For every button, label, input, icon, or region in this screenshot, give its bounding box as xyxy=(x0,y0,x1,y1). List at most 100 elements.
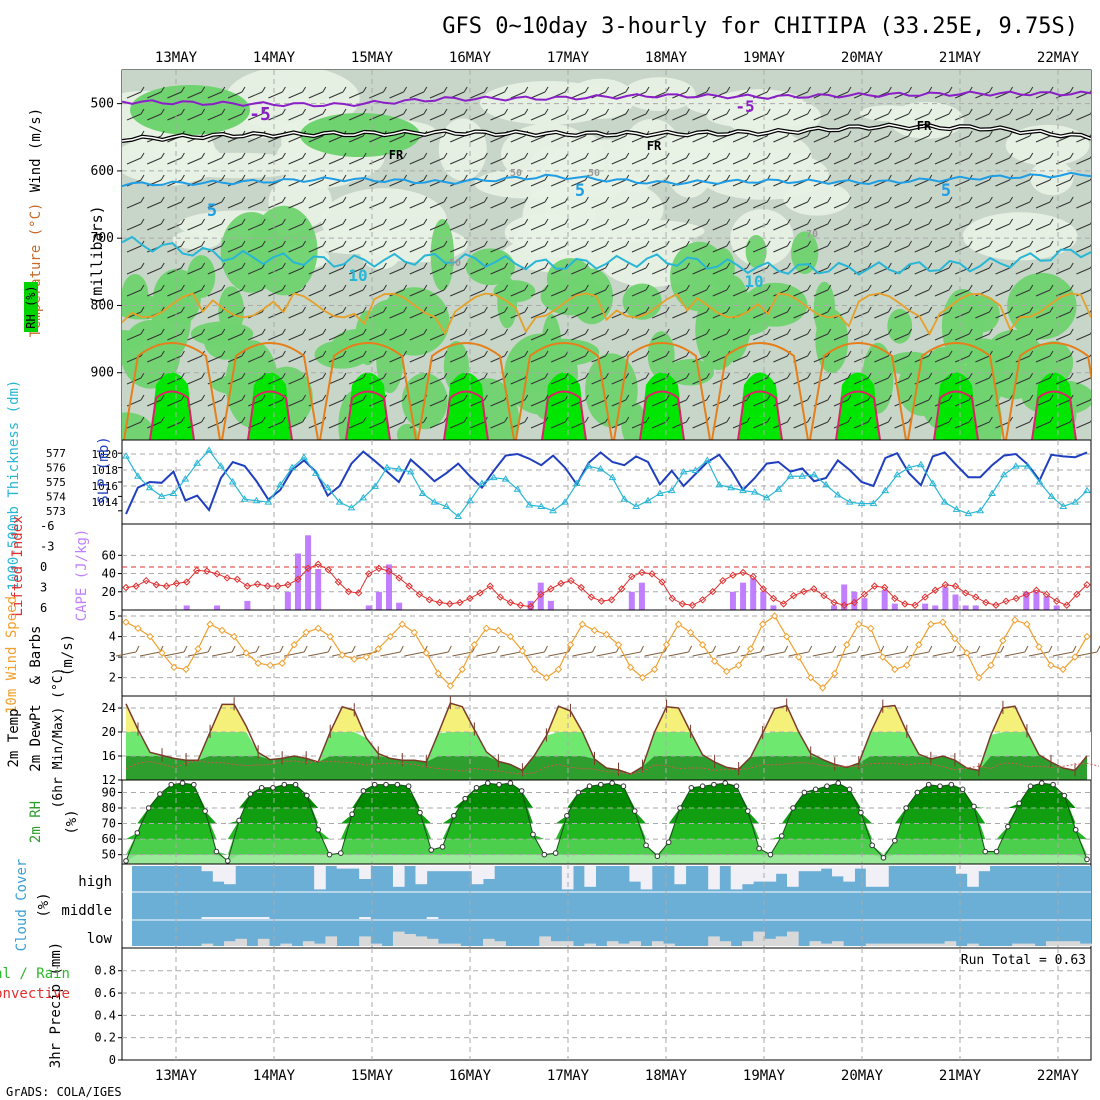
cloud-low-bar xyxy=(404,934,416,946)
barbs-label: & Barbs xyxy=(28,625,44,684)
wind-barb xyxy=(611,91,626,99)
cloud-high-gap xyxy=(224,866,236,885)
wind-barb xyxy=(1056,311,1071,319)
cloud-low-bar xyxy=(550,941,563,946)
wind-barb xyxy=(955,355,970,363)
wind-speed-point xyxy=(314,624,322,633)
wind-barb-feather xyxy=(584,416,589,423)
wind-barb-feather xyxy=(564,372,569,379)
cape-bar xyxy=(881,589,888,610)
cloud-high-gap xyxy=(832,866,844,877)
wind-barb-feather xyxy=(665,350,670,357)
wind-barb xyxy=(551,157,566,165)
wind-barb xyxy=(167,377,182,385)
cloud-high-gap xyxy=(212,866,225,882)
wind-barb xyxy=(187,201,202,209)
wind-barb xyxy=(207,91,222,99)
wind-barb-feather xyxy=(483,372,488,379)
wind-barb xyxy=(268,377,283,385)
temp-grid xyxy=(122,696,1091,781)
rh-point xyxy=(281,781,288,788)
wind-barb xyxy=(793,311,808,319)
thickness-point xyxy=(798,472,807,479)
lifted-tick-label: 3 xyxy=(40,581,47,595)
wind-barb-feather xyxy=(403,306,408,313)
wind-barb xyxy=(571,355,586,363)
wind-barb-feather xyxy=(160,394,165,401)
wind-barb-feather xyxy=(726,262,731,269)
temperature-contour-15 xyxy=(809,342,907,440)
cape-bar xyxy=(396,602,403,610)
wind-speed-point xyxy=(807,673,815,682)
lifted-index-point xyxy=(486,582,494,590)
wind-barb xyxy=(813,113,828,121)
wind-barb-feather xyxy=(483,218,488,225)
tick-label: 80 xyxy=(102,801,116,815)
wind-barb xyxy=(833,201,849,209)
wind-barb xyxy=(328,421,344,429)
wind-barb-feather xyxy=(827,372,832,379)
wind-barb xyxy=(167,333,182,341)
cape-bar xyxy=(537,582,544,610)
wind-barb-feather xyxy=(322,372,327,379)
wind-barb-feather xyxy=(504,284,509,291)
cape-bar xyxy=(315,569,322,610)
thickness-point xyxy=(1035,478,1044,485)
wind-barb xyxy=(167,179,182,187)
wind-barb-feather xyxy=(403,262,408,269)
wind-barb xyxy=(1035,311,1051,319)
wind-barb xyxy=(227,267,243,275)
wind-barb xyxy=(975,135,990,143)
temp-lines xyxy=(125,696,1100,777)
wind-barb xyxy=(955,377,970,385)
cloud-high-gap xyxy=(336,866,349,869)
upper-air-side-labels: Wind (m/s) Temperature (°C) RH (%) (mill… xyxy=(24,108,106,337)
wind-speed-point xyxy=(158,649,166,657)
wind-barb xyxy=(510,245,525,253)
cloud-low-bar xyxy=(1068,941,1081,946)
rh-point xyxy=(620,783,627,790)
wind-barb xyxy=(288,267,303,275)
wind-barb xyxy=(813,157,828,165)
cloud-low-bar xyxy=(235,938,247,946)
wind-speed-point xyxy=(386,632,394,641)
wind-barb-feather xyxy=(807,240,812,247)
wind-barb xyxy=(1056,179,1071,187)
wind-barb xyxy=(389,91,404,99)
cape-bar xyxy=(932,605,939,610)
rh-moist-patch xyxy=(122,412,154,440)
wind-barb-feather xyxy=(403,394,408,401)
wind-barb xyxy=(914,399,929,407)
slp-tick-label: 1018 xyxy=(92,464,119,477)
wind-barb-feather xyxy=(605,284,610,291)
wind-barb xyxy=(813,421,828,429)
thickness-point xyxy=(217,462,225,469)
wind-barb-feather xyxy=(160,86,165,93)
wind-barb xyxy=(995,355,1010,363)
surface-barb xyxy=(260,651,281,657)
wind-barb xyxy=(955,399,970,407)
wind-barb-feather xyxy=(322,284,327,291)
wind-barb xyxy=(328,355,344,363)
wind-barb-feather xyxy=(766,394,771,401)
wind-barb xyxy=(793,267,808,275)
rh-point xyxy=(157,791,163,797)
wind-barb xyxy=(631,421,647,429)
wind-barb-feather xyxy=(908,218,913,225)
wind-barb-feather xyxy=(1009,328,1014,335)
wind-barb-feather xyxy=(302,240,307,247)
thickness-point xyxy=(608,473,617,481)
wind-barb-feather xyxy=(140,372,145,379)
wind-barb xyxy=(712,311,727,319)
lifted-index-point xyxy=(395,574,403,582)
date-label-top: 13MAY xyxy=(155,50,198,66)
date-label-bottom: 17MAY xyxy=(547,1068,590,1084)
surface-barb xyxy=(139,651,161,657)
wind-barb xyxy=(389,311,404,319)
lifted-index-point xyxy=(628,572,636,581)
wind-barb-feather xyxy=(726,306,731,313)
rh-point xyxy=(484,780,491,786)
wind-barb xyxy=(167,113,182,121)
wind-barb-feather xyxy=(362,394,367,401)
